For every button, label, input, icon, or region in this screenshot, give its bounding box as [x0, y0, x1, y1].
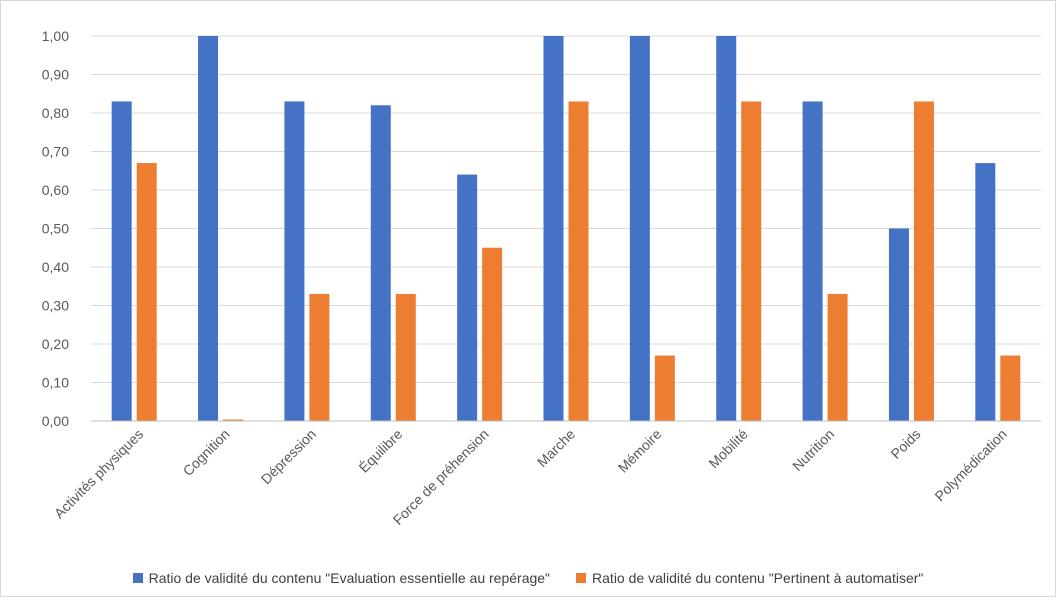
bar-series-1	[111, 101, 132, 421]
legend-swatch-series-2	[576, 573, 587, 583]
x-tick-label: Dépression	[258, 426, 319, 487]
x-tick-label: Mobilité	[705, 426, 751, 472]
y-tick-label: 0,70	[42, 144, 69, 160]
x-tick-label: Marche	[534, 426, 578, 470]
y-tick-label: 0,90	[42, 67, 69, 83]
x-axis-ticks: Activités physiques Cognition Dépression Éq…	[51, 426, 1010, 528]
bar-series-2	[1000, 355, 1021, 421]
y-tick-label: 0,50	[42, 221, 69, 237]
bar-series-2	[482, 247, 503, 421]
y-tick-label: 0,40	[42, 259, 69, 275]
y-tick-label: 0,20	[42, 336, 69, 352]
bar-series-2	[395, 293, 416, 421]
bar-series-1	[802, 101, 823, 421]
x-tick-label: Poids	[887, 426, 923, 462]
y-tick-label: 0,30	[42, 298, 69, 314]
x-tick-label: Équilibre	[356, 426, 406, 476]
y-tick-label: 0,60	[42, 182, 69, 198]
x-tick-label: Cognition	[180, 426, 233, 479]
x-tick-label: Activités physiques	[51, 426, 147, 522]
y-tick-label: 1,00	[42, 28, 69, 44]
bar-series-2	[309, 293, 330, 421]
legend-item-series-1: Ratio de validité du contenu "Evaluation…	[132, 570, 551, 586]
y-axis-ticks: 0,00 0,10 0,20 0,30 0,40 0,50 0,60 0,70 0,80 0,90…	[42, 28, 69, 429]
bar-series-2	[223, 419, 244, 421]
gridlines	[91, 35, 1041, 383]
bar-series-1	[370, 105, 391, 422]
legend-swatch-series-1	[132, 573, 143, 583]
bar-series-1	[543, 36, 564, 421]
x-tick-label: Polymédication	[931, 426, 1009, 504]
bars	[111, 36, 1021, 422]
y-tick-label: 0,80	[42, 105, 69, 121]
bar-series-2	[136, 163, 157, 422]
bar-series-2	[568, 101, 589, 421]
legend: Ratio de validité du contenu "Evaluation…	[0, 566, 1056, 590]
bar-series-1	[629, 36, 650, 421]
bar-series-1	[198, 36, 219, 421]
bar-series-1	[457, 174, 478, 421]
y-tick-label: 0,10	[42, 375, 69, 391]
bar-series-1	[716, 36, 737, 421]
legend-label-series-1: Ratio de validité du contenu "Evaluation…	[148, 570, 551, 586]
bar-series-2	[827, 293, 848, 421]
bar-series-2	[741, 101, 762, 421]
y-tick-label: 0,00	[42, 413, 69, 429]
x-tick-label: Force de préhension	[390, 426, 492, 528]
bar-series-2	[913, 101, 934, 421]
legend-item-series-2: Ratio de validité du contenu "Pertinent …	[576, 570, 923, 586]
bar-series-1	[975, 163, 996, 422]
x-tick-label: Nutrition	[789, 426, 837, 474]
bar-series-1	[888, 228, 909, 421]
legend-label-series-2: Ratio de validité du contenu "Pertinent …	[592, 570, 924, 586]
bar-series-1	[284, 101, 305, 421]
bar-series-2	[654, 355, 675, 421]
x-tick-label: Mémoire	[615, 426, 665, 476]
